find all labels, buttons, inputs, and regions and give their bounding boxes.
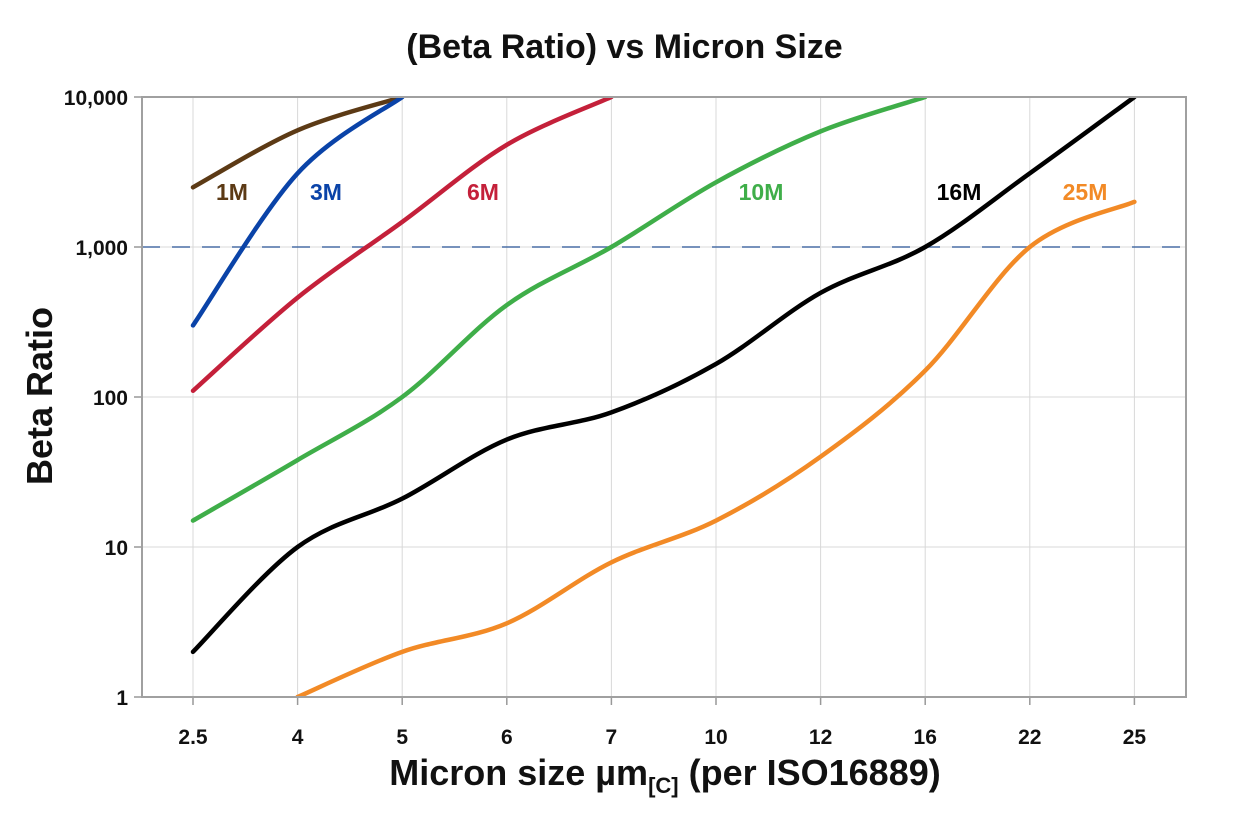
y-tick-label: 1 <box>116 687 128 710</box>
series-label-1M: 1M <box>216 179 248 205</box>
x-axis-label: Micron size µm[C] (per ISO16889) <box>0 752 1249 799</box>
x-tick-label: 5 <box>396 726 408 749</box>
series-label-10M: 10M <box>739 179 784 205</box>
x-tick-label: 2.5 <box>178 726 208 749</box>
series-line-25M <box>295 199 1137 697</box>
series-label-3M: 3M <box>310 179 342 205</box>
x-tick-label: 22 <box>1018 726 1041 749</box>
x-tick-label: 4 <box>292 726 304 749</box>
y-tick-label: 10 <box>105 537 128 560</box>
y-tick-label: 10,000 <box>64 87 128 110</box>
plot-frame <box>141 96 1187 698</box>
series-line-16M <box>190 97 1137 655</box>
series-line-1M <box>190 97 405 190</box>
y-tick-label: 1,000 <box>75 237 128 260</box>
x-tick-label: 16 <box>914 726 937 749</box>
series-label-6M: 6M <box>467 179 499 205</box>
series-label-25M: 25M <box>1063 179 1108 205</box>
series-label-16M: 16M <box>937 179 982 205</box>
series-line-3M <box>190 97 405 328</box>
x-axis-label-subscript: [C] <box>648 773 679 799</box>
x-axis-label-tail: (per ISO16889) <box>678 752 941 793</box>
x-tick-label: 6 <box>501 726 513 749</box>
x-tick-label: 10 <box>704 726 727 749</box>
y-tick-label: 100 <box>93 387 128 410</box>
series-line-6M <box>190 97 614 394</box>
x-tick-label: 12 <box>809 726 832 749</box>
series-line-10M <box>190 97 928 523</box>
x-tick-label: 7 <box>606 726 618 749</box>
x-tick-label: 25 <box>1123 726 1147 749</box>
chart-title: (Beta Ratio) vs Micron Size <box>406 28 843 66</box>
x-axis-label-main: Micron size µm <box>389 752 649 793</box>
